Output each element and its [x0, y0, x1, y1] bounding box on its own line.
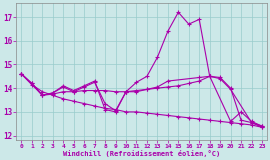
X-axis label: Windchill (Refroidissement éolien,°C): Windchill (Refroidissement éolien,°C)	[63, 150, 220, 157]
